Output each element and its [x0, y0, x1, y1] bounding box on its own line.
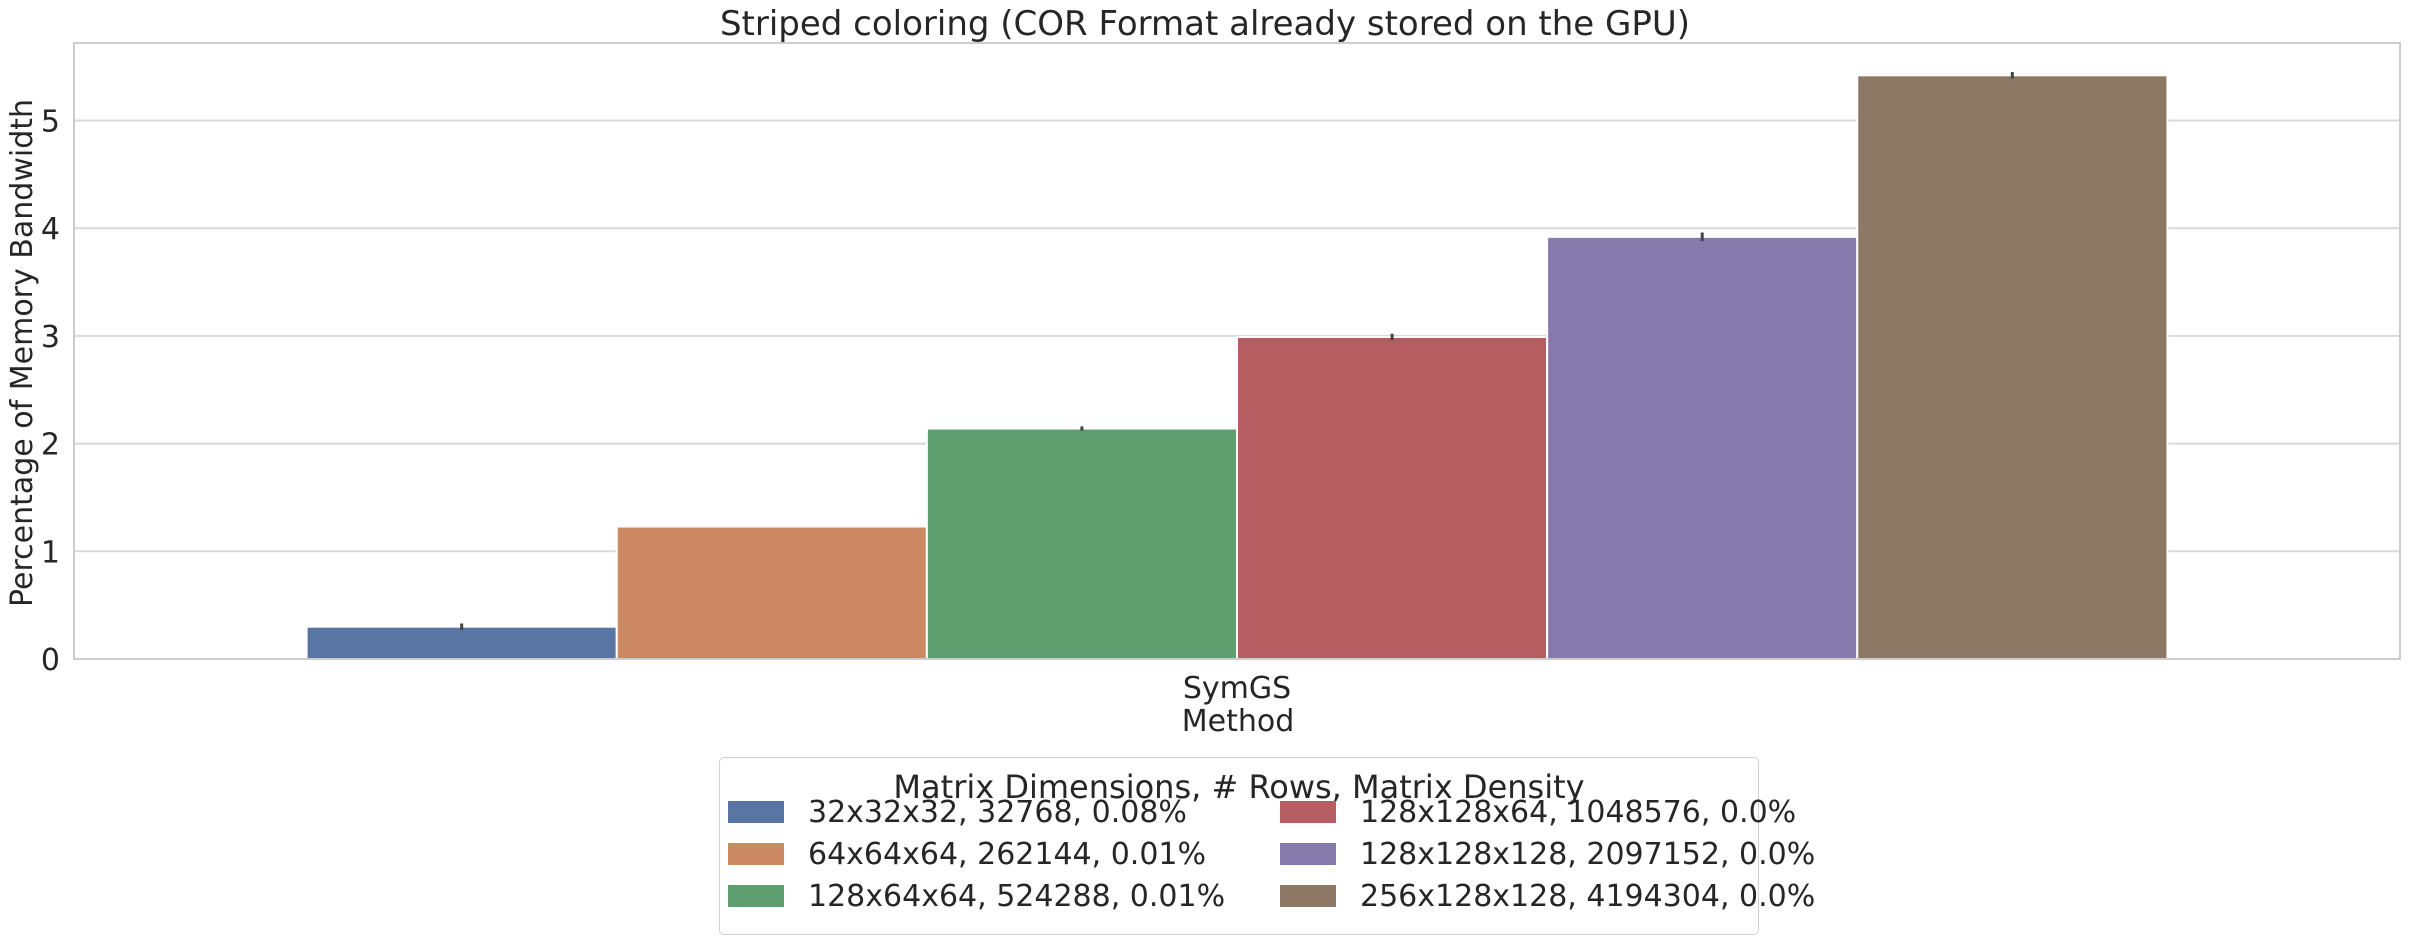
legend-item: 128x128x64, 1048576, 0.0% [1280, 791, 1796, 833]
legend-swatch [1280, 885, 1336, 907]
plot-frame [73, 42, 2401, 660]
y-tick-label: 3 [41, 320, 60, 355]
legend-swatch [728, 801, 784, 823]
legend-label: 128x128x64, 1048576, 0.0% [1360, 794, 1797, 830]
legend-label: 64x64x64, 262144, 0.01% [808, 836, 1206, 872]
bars [305, 72, 2169, 661]
legend-item: 256x128x128, 4194304, 0.0% [1280, 875, 1815, 917]
chart-title: Striped coloring (COR Format already sto… [720, 4, 1690, 44]
legend: Matrix Dimensions, # Rows, Matrix Densit… [719, 757, 1815, 935]
x-ticks: SymGS [1183, 671, 1291, 706]
x-axis-label: Method [1182, 704, 1295, 739]
y-tick-label: 5 [41, 105, 60, 140]
bar-series-4 [1546, 235, 1859, 660]
legend-label: 128x64x64, 524288, 0.01% [808, 878, 1226, 914]
legend-swatch [1280, 843, 1336, 865]
y-tick-label: 0 [41, 643, 60, 678]
bar-series-0 [305, 625, 618, 661]
legend-label: 32x32x32, 32768, 0.08% [808, 794, 1187, 830]
bar-series-3 [1236, 336, 1549, 660]
y-ticks: 0 1 2 3 4 5 [41, 105, 60, 678]
bar-series-5 [1856, 74, 2169, 661]
y-tick-label: 4 [41, 212, 60, 247]
legend-swatch [728, 885, 784, 907]
legend-item: 32x32x32, 32768, 0.08% [728, 791, 1187, 833]
legend-label: 256x128x128, 4194304, 0.0% [1360, 878, 1816, 914]
legend-title: Matrix Dimensions, # Rows, Matrix Densit… [893, 768, 1585, 806]
legend-item: 64x64x64, 262144, 0.01% [728, 833, 1206, 875]
y-tick-label: 2 [41, 428, 60, 463]
legend-swatch [1280, 801, 1336, 823]
y-axis-label: Percentage of Memory Bandwidth [5, 99, 40, 607]
legend-swatch [728, 843, 784, 865]
bar-series-1 [615, 525, 928, 660]
bar-series-2 [925, 427, 1238, 660]
x-tick-label: SymGS [1183, 671, 1291, 706]
legend-item: 128x128x128, 2097152, 0.0% [1280, 833, 1815, 875]
legend-item: 128x64x64, 524288, 0.01% [728, 875, 1225, 917]
legend-label: 128x128x128, 2097152, 0.0% [1360, 836, 1816, 872]
y-tick-label: 1 [41, 535, 60, 570]
